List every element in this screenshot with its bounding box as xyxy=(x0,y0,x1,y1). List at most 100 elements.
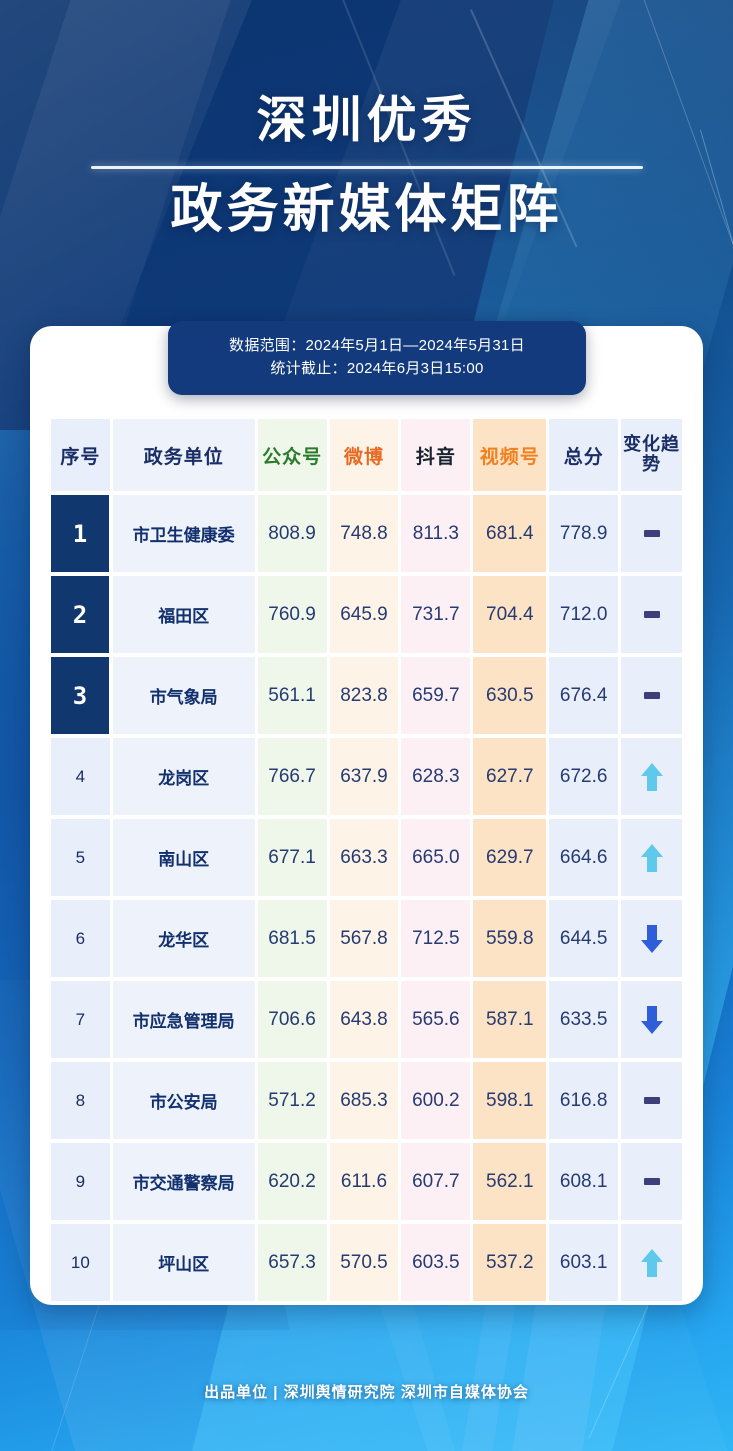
score-total-cell: 603.1 xyxy=(549,1224,619,1301)
trend-cell xyxy=(621,1143,682,1220)
unit-name-cell: 龙华区 xyxy=(112,900,255,977)
score-shipinhao-cell: 681.4 xyxy=(473,495,547,572)
rank-cell: 9 xyxy=(51,1143,110,1220)
rank-cell: 6 xyxy=(51,900,110,977)
column-header-unit: 政务单位 xyxy=(112,419,255,491)
table-row: 8 市公安局 571.2 685.3 600.2 598.1 616.8 xyxy=(51,1062,682,1139)
column-header-total: 总分 xyxy=(549,419,619,491)
trend-cell xyxy=(621,495,682,572)
dash-icon xyxy=(643,530,660,537)
rank-cell: 10 xyxy=(51,1224,110,1301)
rank-badge-cell: 2 xyxy=(51,576,110,653)
score-total-cell: 676.4 xyxy=(549,657,619,734)
data-range-text: 数据范围：2024年5月1日—2024年5月31日 xyxy=(229,337,525,354)
table-row: 5 南山区 677.1 663.3 665.0 629.7 664.6 xyxy=(51,819,682,896)
score-shipinhao-cell: 587.1 xyxy=(473,981,547,1058)
score-total-cell: 616.8 xyxy=(549,1062,619,1139)
unit-name-cell: 市交通警察局 xyxy=(112,1143,255,1220)
score-wechat-cell: 706.6 xyxy=(257,981,327,1058)
score-total-cell: 608.1 xyxy=(549,1143,619,1220)
trend-cell xyxy=(621,738,682,815)
score-wechat-cell: 808.9 xyxy=(257,495,327,572)
rank-badge-cell: 1 xyxy=(51,495,110,572)
score-wechat-cell: 571.2 xyxy=(257,1062,327,1139)
column-header-weibo: 微博 xyxy=(329,419,399,491)
ranking-table: 序号 政务单位 公众号 微博 抖音 视频号 总分 变化趋势 1 市卫生健康委 808… xyxy=(48,415,685,1305)
score-douyin-cell: 565.6 xyxy=(401,981,471,1058)
score-total-cell: 664.6 xyxy=(549,819,619,896)
score-douyin-cell: 665.0 xyxy=(401,819,471,896)
rank-badge: 2 xyxy=(51,576,109,653)
rank-cell: 5 xyxy=(51,819,110,896)
score-weibo-cell: 748.8 xyxy=(329,495,399,572)
score-wechat-cell: 766.7 xyxy=(257,738,327,815)
table-row: 9 市交通警察局 620.2 611.6 607.7 562.1 608.1 xyxy=(51,1143,682,1220)
table-row: 3 市气象局 561.1 823.8 659.7 630.5 676.4 xyxy=(51,657,682,734)
table-row: 6 龙华区 681.5 567.8 712.5 559.8 644.5 xyxy=(51,900,682,977)
dash-icon xyxy=(643,1178,660,1185)
rank-badge: 3 xyxy=(51,657,109,734)
score-wechat-cell: 760.9 xyxy=(257,576,327,653)
score-shipinhao-cell: 559.8 xyxy=(473,900,547,977)
rank-cell: 8 xyxy=(51,1062,110,1139)
score-douyin-cell: 659.7 xyxy=(401,657,471,734)
score-shipinhao-cell: 537.2 xyxy=(473,1224,547,1301)
unit-name-cell: 市公安局 xyxy=(112,1062,255,1139)
unit-name-cell: 市应急管理局 xyxy=(112,981,255,1058)
trend-up-icon xyxy=(621,819,682,896)
score-total-cell: 712.0 xyxy=(549,576,619,653)
column-header-wechat: 公众号 xyxy=(257,419,327,491)
score-shipinhao-cell: 562.1 xyxy=(473,1143,547,1220)
trend-flat-icon xyxy=(621,495,682,572)
score-wechat-cell: 657.3 xyxy=(257,1224,327,1301)
column-header-trend: 变化趋势 xyxy=(621,419,682,491)
trend-cell xyxy=(621,1224,682,1301)
score-douyin-cell: 628.3 xyxy=(401,738,471,815)
poster-title: 深圳优秀 政务新媒体矩阵 xyxy=(0,91,733,240)
score-shipinhao-cell: 598.1 xyxy=(473,1062,547,1139)
score-weibo-cell: 570.5 xyxy=(329,1224,399,1301)
trend-cell xyxy=(621,1062,682,1139)
column-header-shipinhao: 视频号 xyxy=(473,419,547,491)
title-line-1: 深圳优秀 xyxy=(256,91,477,149)
score-wechat-cell: 561.1 xyxy=(257,657,327,734)
unit-name-cell: 坪山区 xyxy=(112,1224,255,1301)
trend-cell xyxy=(621,657,682,734)
score-shipinhao-cell: 630.5 xyxy=(473,657,547,734)
unit-name-cell: 市气象局 xyxy=(112,657,255,734)
score-weibo-cell: 645.9 xyxy=(329,576,399,653)
trend-flat-icon xyxy=(621,657,682,734)
score-shipinhao-cell: 627.7 xyxy=(473,738,547,815)
table-body: 1 市卫生健康委 808.9 748.8 811.3 681.4 778.9 2 福田区 760.… xyxy=(51,495,682,1301)
table-row: 2 福田区 760.9 645.9 731.7 704.4 712.0 xyxy=(51,576,682,653)
score-total-cell: 633.5 xyxy=(549,981,619,1058)
title-divider xyxy=(90,165,643,169)
table-header-row: 序号 政务单位 公众号 微博 抖音 视频号 总分 变化趋势 xyxy=(51,419,682,491)
score-total-cell: 672.6 xyxy=(549,738,619,815)
data-range-banner: 数据范围：2024年5月1日—2024年5月31日 统计截止：2024年6月3日… xyxy=(168,321,586,395)
score-douyin-cell: 600.2 xyxy=(401,1062,471,1139)
score-weibo-cell: 567.8 xyxy=(329,900,399,977)
trend-down-icon xyxy=(621,981,682,1058)
rank-badge: 1 xyxy=(51,495,109,572)
trend-cell xyxy=(621,900,682,977)
score-shipinhao-cell: 704.4 xyxy=(473,576,547,653)
dash-icon xyxy=(643,1097,660,1104)
score-weibo-cell: 637.9 xyxy=(329,738,399,815)
score-weibo-cell: 611.6 xyxy=(329,1143,399,1220)
score-total-cell: 778.9 xyxy=(549,495,619,572)
title-line-2: 政务新媒体矩阵 xyxy=(170,179,563,240)
score-weibo-cell: 663.3 xyxy=(329,819,399,896)
trend-up-icon xyxy=(621,1224,682,1301)
score-douyin-cell: 607.7 xyxy=(401,1143,471,1220)
trend-up-icon xyxy=(621,738,682,815)
score-wechat-cell: 620.2 xyxy=(257,1143,327,1220)
dash-icon xyxy=(643,611,660,618)
score-wechat-cell: 677.1 xyxy=(257,819,327,896)
score-weibo-cell: 685.3 xyxy=(329,1062,399,1139)
table-row: 10 坪山区 657.3 570.5 603.5 537.2 603.1 xyxy=(51,1224,682,1301)
column-header-douyin: 抖音 xyxy=(401,419,471,491)
score-weibo-cell: 643.8 xyxy=(329,981,399,1058)
trend-flat-icon xyxy=(621,576,682,653)
score-douyin-cell: 811.3 xyxy=(401,495,471,572)
